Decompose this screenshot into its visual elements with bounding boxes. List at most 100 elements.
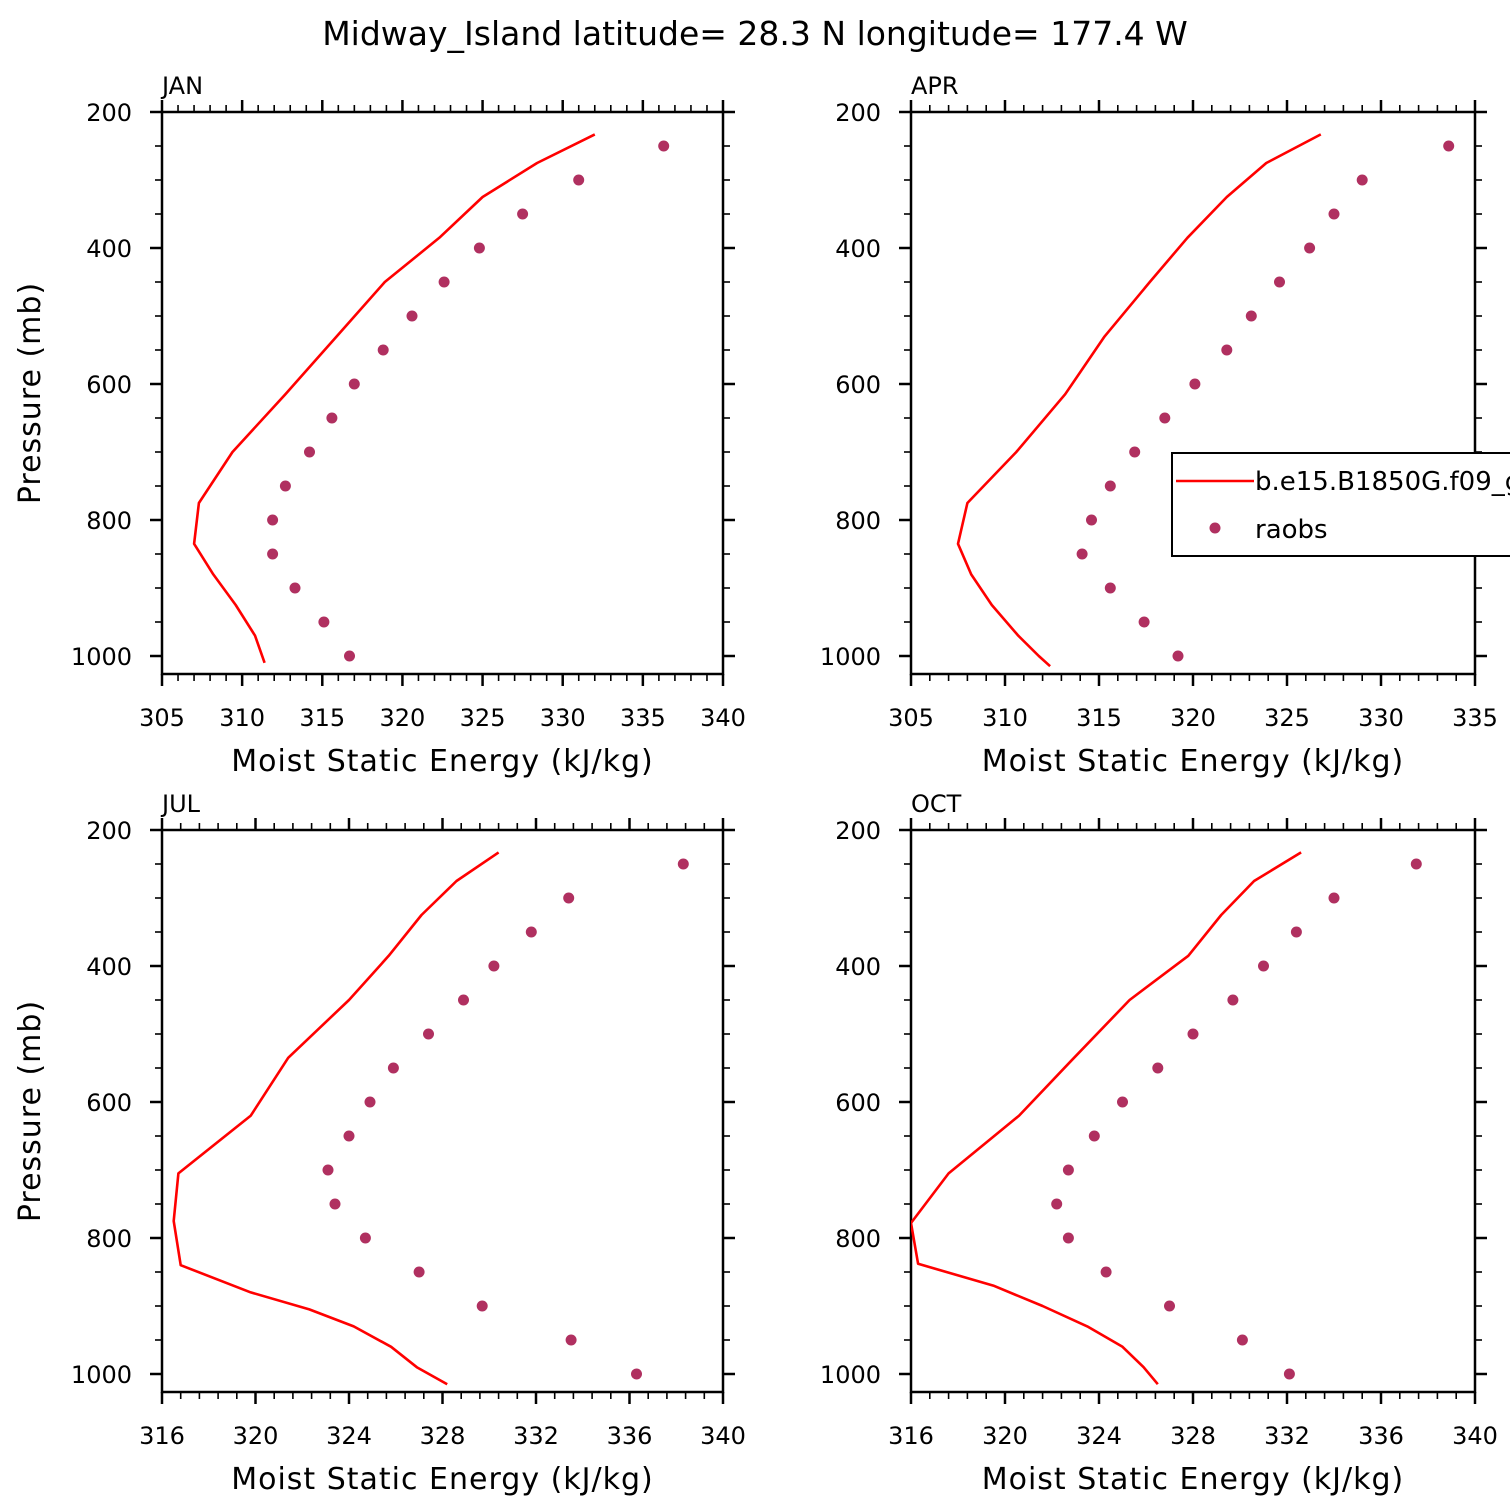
raobs-point [1290, 926, 1302, 938]
x-tick-label: 332 [1264, 1422, 1310, 1450]
raobs-point [517, 208, 529, 220]
x-tick-label: 310 [982, 704, 1028, 732]
y-axis-label: Pressure (mb) [13, 1000, 48, 1222]
x-tick-label: 336 [1358, 1422, 1404, 1450]
plot-frame [160, 110, 725, 676]
x-tick-label: 316 [139, 1422, 185, 1450]
raobs-point [267, 514, 279, 526]
data-layer [172, 851, 689, 1386]
raobs-point [1245, 310, 1257, 322]
raobs-point [1164, 1300, 1175, 1312]
x-tick-label: 325 [460, 704, 506, 732]
y-tick-label: 600 [835, 371, 881, 399]
x-tick-label: 320 [982, 1422, 1028, 1450]
y-axis-label: Pressure (mb) [13, 282, 48, 504]
y-tick-label: 1000 [71, 643, 132, 671]
y-tick-label: 800 [86, 1225, 132, 1253]
raobs-point [1189, 378, 1201, 390]
panel-title: JUL [160, 790, 201, 818]
raobs-point [1410, 858, 1422, 870]
y-tick-label: 200 [835, 817, 881, 845]
raobs-point [423, 1028, 434, 1040]
model-profile-line [172, 851, 500, 1386]
legend-box [1171, 452, 1510, 557]
raobs-point [677, 858, 689, 870]
raobs-point [1051, 1198, 1063, 1210]
raobs-point [631, 1368, 642, 1380]
raobs-point [1104, 582, 1116, 594]
raobs-point [343, 1130, 355, 1142]
raobs-point [364, 1096, 376, 1108]
x-tick-label: 330 [540, 704, 586, 732]
y-tick-label: 400 [86, 953, 132, 981]
raobs-point [1328, 208, 1340, 220]
raobs-point [326, 412, 338, 424]
raobs-point [1159, 412, 1171, 424]
raobs-point [377, 344, 389, 356]
y-tick-label: 600 [86, 371, 132, 399]
raobs-point [329, 1198, 341, 1210]
plot-frame [160, 828, 725, 1394]
legend-model-label: b.e15.B1850G.f09_g16.pi_control.25 [1255, 467, 1510, 497]
x-tick-label: 340 [700, 1422, 746, 1450]
y-tick-label: 200 [835, 99, 881, 127]
x-tick-label: 324 [1076, 1422, 1122, 1450]
x-tick-label: 316 [888, 1422, 934, 1450]
y-tick-label: 1000 [71, 1361, 132, 1389]
raobs-point [1117, 1096, 1128, 1108]
y-tick-label: 800 [86, 507, 132, 535]
x-axis-label: Moist Static Energy (kJ/kg) [982, 1462, 1405, 1497]
raobs-point [304, 446, 315, 458]
raobs-point [1076, 548, 1088, 560]
raobs-point [1172, 650, 1184, 662]
raobs-point [1227, 994, 1239, 1006]
data-layer [911, 851, 1422, 1386]
raobs-point [438, 276, 450, 288]
y-tick-label: 200 [86, 99, 132, 127]
raobs-point [1304, 242, 1316, 254]
x-axis-label: Moist Static Energy (kJ/kg) [231, 1462, 654, 1497]
y-tick-label: 1000 [820, 643, 881, 671]
raobs-point [565, 1334, 577, 1346]
figure-title: Midway_Island latitude= 28.3 N longitude… [322, 14, 1188, 53]
raobs-point [289, 582, 301, 594]
x-tick-label: 310 [219, 704, 265, 732]
y-tick-label: 800 [835, 507, 881, 535]
x-tick-label: 340 [700, 704, 746, 732]
raobs-point [1086, 514, 1097, 526]
raobs-point [322, 1164, 334, 1176]
raobs-point [488, 960, 500, 972]
y-tick-label: 400 [835, 235, 881, 263]
raobs-point [1443, 140, 1455, 152]
y-tick-label: 600 [86, 1089, 132, 1117]
raobs-point [1258, 960, 1269, 972]
legend-obs-label: raobs [1255, 515, 1328, 545]
panel-title: JAN [160, 72, 203, 100]
raobs-point [1328, 892, 1340, 904]
x-tick-label: 320 [233, 1422, 279, 1450]
raobs-point [573, 174, 585, 186]
x-axis-label: Moist Static Energy (kJ/kg) [231, 744, 654, 779]
data-layer [192, 133, 670, 664]
y-tick-label: 600 [835, 1089, 881, 1117]
model-profile-line [911, 851, 1302, 1386]
x-tick-label: 320 [1170, 704, 1216, 732]
x-tick-label: 305 [139, 704, 185, 732]
x-tick-label: 335 [620, 704, 666, 732]
model-profile-line [956, 133, 1322, 668]
y-tick-label: 800 [835, 1225, 881, 1253]
x-tick-label: 328 [420, 1422, 466, 1450]
raobs-point [1152, 1062, 1164, 1074]
raobs-point [1062, 1164, 1074, 1176]
legend-body: b.e15.B1850G.f09_g16.pi_control.25raobs [1171, 452, 1510, 557]
panel-title: OCT [911, 790, 962, 818]
raobs-point [1221, 344, 1233, 356]
legend: b.e15.B1850G.f09_g16.pi_control.25raobs [1171, 452, 1510, 557]
y-tick-label: 1000 [820, 1361, 881, 1389]
raobs-point [1138, 616, 1150, 628]
raobs-point [318, 616, 330, 628]
x-tick-label: 324 [326, 1422, 372, 1450]
raobs-point [359, 1232, 371, 1244]
raobs-point [476, 1300, 488, 1312]
panels: JAN 305 310 315 320 325 330 335 340 200 400 600 800 1… [13, 72, 1510, 1497]
